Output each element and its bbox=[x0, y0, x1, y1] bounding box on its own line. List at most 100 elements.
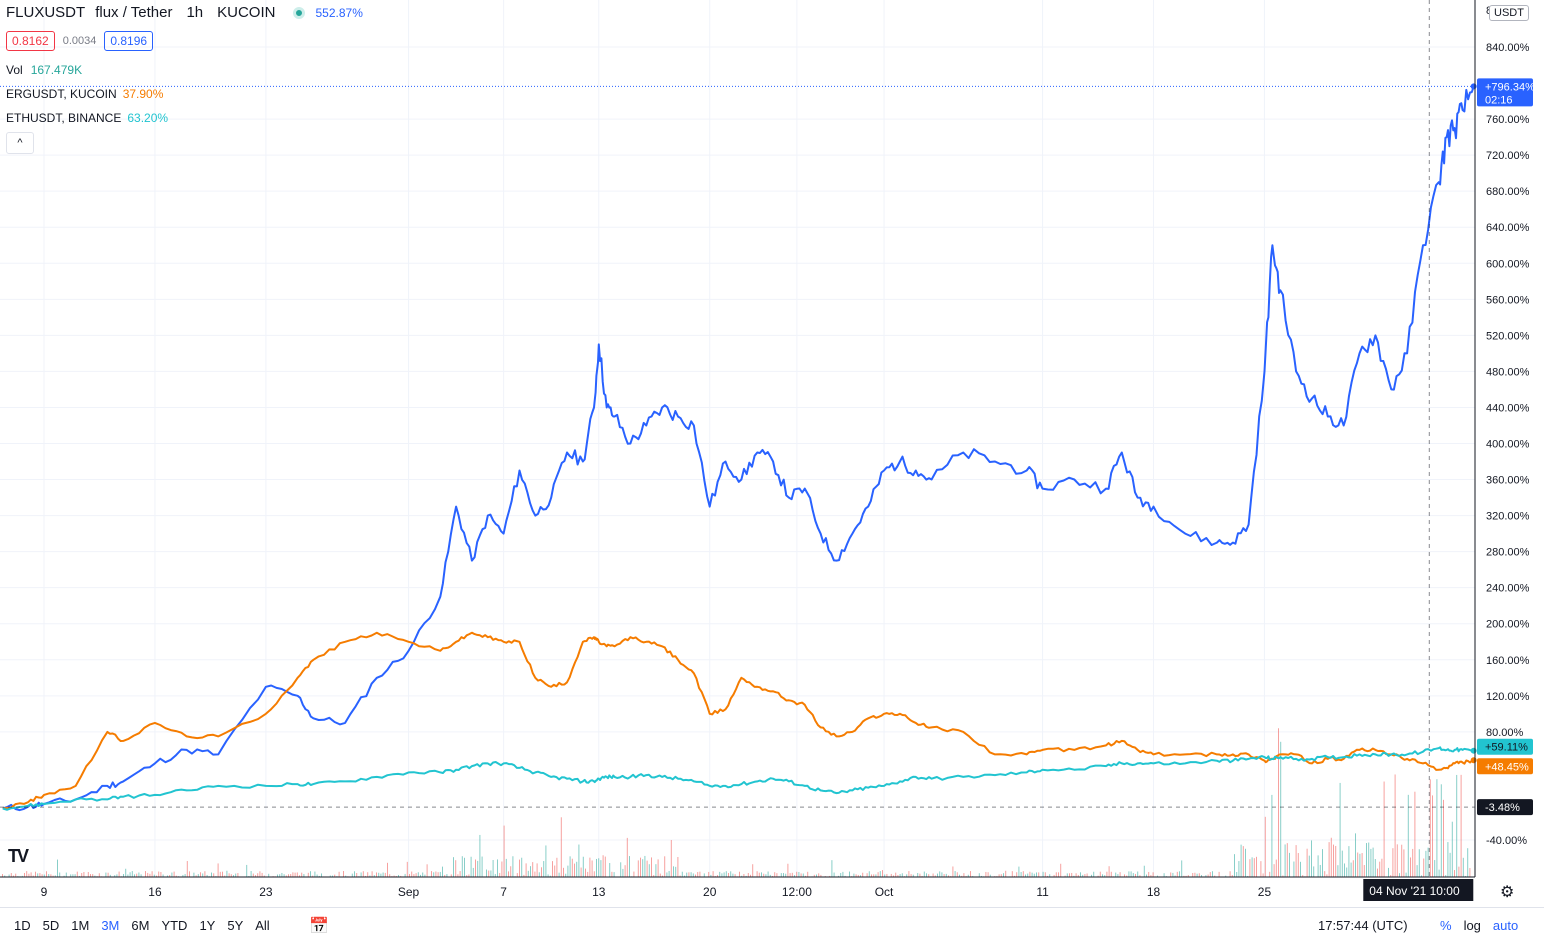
volume-bar bbox=[383, 872, 384, 877]
series-line-ergusdt[interactable] bbox=[3, 633, 1474, 809]
volume-bars bbox=[2, 728, 1470, 877]
volume-bar bbox=[537, 863, 538, 877]
volume-bar bbox=[125, 869, 126, 877]
volume-bar bbox=[963, 873, 964, 877]
range-button-1m[interactable]: 1M bbox=[65, 918, 95, 933]
volume-bar bbox=[831, 860, 832, 877]
price-chart[interactable]: -40.00%80.00%120.00%160.00%200.00%240.00… bbox=[0, 0, 1544, 906]
volume-value: 167.479K bbox=[31, 63, 82, 77]
collapse-legend-button[interactable]: ^ bbox=[6, 132, 34, 154]
volume-bar bbox=[660, 874, 661, 877]
volume-bar bbox=[559, 873, 560, 877]
volume-bar bbox=[1397, 844, 1398, 877]
volume-bar bbox=[292, 872, 293, 877]
volume-bar bbox=[1370, 849, 1371, 877]
compare-eth-label[interactable]: ETHUSDT, BINANCE bbox=[6, 111, 121, 125]
volume-bar bbox=[556, 858, 557, 877]
volume-bar bbox=[1428, 848, 1429, 877]
volume-bar bbox=[385, 873, 386, 877]
volume-bar bbox=[262, 873, 263, 877]
compare-erg-label[interactable]: ERGUSDT, KUCOIN bbox=[6, 87, 117, 101]
volume-bar bbox=[235, 874, 236, 877]
auto-scale-toggle[interactable]: auto bbox=[1493, 918, 1518, 933]
volume-bar bbox=[768, 871, 769, 877]
volume-bar bbox=[563, 868, 564, 877]
volume-bar bbox=[603, 855, 604, 877]
volume-bar bbox=[1278, 728, 1279, 877]
range-button-5d[interactable]: 5D bbox=[37, 918, 66, 933]
gear-icon[interactable]: ⚙ bbox=[1500, 882, 1514, 902]
volume-bar bbox=[713, 871, 714, 877]
range-button-6m[interactable]: 6M bbox=[125, 918, 155, 933]
y-tick-label: 200.00% bbox=[1486, 619, 1530, 631]
volume-bar bbox=[356, 873, 357, 877]
volume-bar bbox=[37, 873, 38, 877]
range-button-ytd[interactable]: YTD bbox=[155, 918, 193, 933]
chart-series bbox=[3, 83, 1477, 810]
symbol-name[interactable]: FLUXUSDT bbox=[6, 4, 85, 21]
x-tick-label: 13 bbox=[592, 885, 606, 899]
svg-text:02:16: 02:16 bbox=[1485, 94, 1513, 106]
range-button-3m[interactable]: 3M bbox=[95, 918, 125, 933]
volume-bar bbox=[1023, 871, 1024, 877]
volume-bar bbox=[66, 873, 67, 877]
volume-bar bbox=[39, 873, 40, 877]
sell-price[interactable]: 0.8162 bbox=[6, 31, 55, 51]
volume-bar bbox=[1252, 857, 1253, 877]
badge-flux: +796.34%02:16 bbox=[1477, 78, 1535, 106]
volume-bar bbox=[477, 861, 478, 877]
volume-bar bbox=[853, 874, 854, 877]
volume-bar bbox=[132, 871, 133, 877]
volume-bar bbox=[158, 872, 159, 877]
volume-bar bbox=[174, 872, 175, 877]
percent-scale-toggle[interactable]: % bbox=[1440, 918, 1452, 933]
volume-bar bbox=[1298, 853, 1299, 877]
volume-bar bbox=[1355, 833, 1356, 877]
volume-bar bbox=[1401, 845, 1402, 877]
volume-bar bbox=[647, 861, 648, 877]
volume-bar bbox=[627, 838, 628, 877]
volume-bar bbox=[790, 873, 791, 877]
volume-bar bbox=[519, 860, 520, 877]
y-tick-label: 520.00% bbox=[1486, 330, 1530, 342]
volume-bar bbox=[145, 871, 146, 877]
volume-bar bbox=[1434, 860, 1435, 877]
volume-bar bbox=[1012, 871, 1013, 877]
volume-bar bbox=[378, 873, 379, 877]
x-tick-label: 9 bbox=[41, 885, 48, 899]
volume-bar bbox=[1322, 849, 1323, 877]
series-line-fluxusdt[interactable] bbox=[3, 86, 1474, 810]
volume-bar bbox=[1111, 872, 1112, 877]
volume-bar bbox=[1219, 872, 1220, 877]
volume-bar bbox=[1106, 872, 1107, 877]
volume-bar bbox=[11, 873, 12, 877]
volume-bar bbox=[988, 872, 989, 877]
range-button-all[interactable]: All bbox=[249, 918, 275, 933]
volume-bar bbox=[453, 857, 454, 877]
symbol-description: flux / Tether bbox=[95, 4, 172, 21]
buy-price[interactable]: 0.8196 bbox=[104, 31, 153, 51]
volume-bar bbox=[917, 873, 918, 877]
interval[interactable]: 1h bbox=[186, 4, 203, 21]
volume-bar bbox=[35, 872, 36, 877]
tradingview-logo-icon[interactable]: TV bbox=[8, 846, 27, 867]
volume-bar bbox=[521, 858, 522, 877]
volume-bar bbox=[818, 873, 819, 877]
volume-bar bbox=[941, 872, 942, 877]
y-tick-label: 280.00% bbox=[1486, 547, 1530, 559]
svg-text:+48.45%: +48.45% bbox=[1485, 761, 1529, 773]
volume-bar bbox=[682, 872, 683, 877]
volume-bar bbox=[708, 872, 709, 877]
range-button-1y[interactable]: 1Y bbox=[193, 918, 221, 933]
volume-bar bbox=[552, 861, 553, 877]
range-button-5y[interactable]: 5Y bbox=[221, 918, 249, 933]
volume-bar bbox=[600, 860, 601, 877]
volume-bar bbox=[693, 873, 694, 877]
calendar-icon[interactable]: 📅 bbox=[309, 916, 329, 936]
utc-clock[interactable]: 17:57:44 (UTC) bbox=[1318, 918, 1408, 933]
log-scale-toggle[interactable]: log bbox=[1464, 918, 1481, 933]
range-button-1d[interactable]: 1D bbox=[8, 918, 37, 933]
volume-bar bbox=[730, 871, 731, 877]
currency-unit-button[interactable]: USDT bbox=[1489, 5, 1529, 21]
